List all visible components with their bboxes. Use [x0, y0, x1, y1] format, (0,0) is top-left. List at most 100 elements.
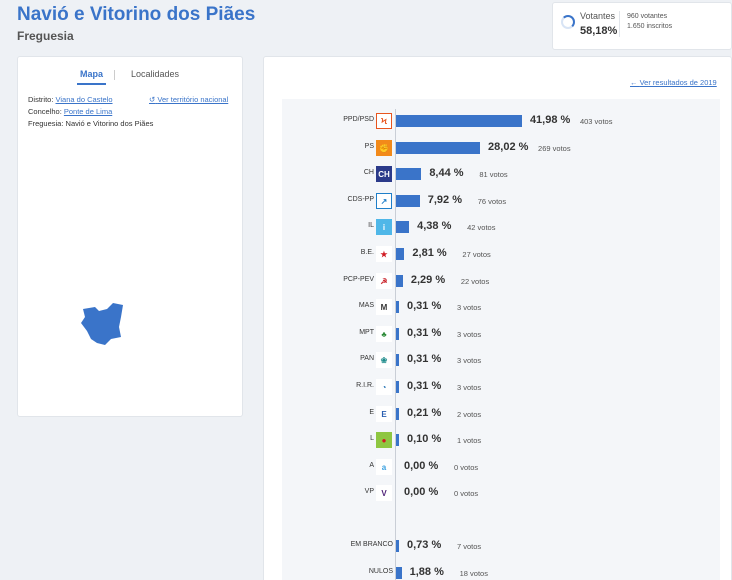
arrow-left-icon: ← [630, 78, 638, 87]
results-axis [395, 109, 396, 580]
turnout-card: Votantes 58,18% 960 votantes 1.650 inscr… [552, 2, 732, 50]
parish-map[interactable] [81, 303, 125, 345]
party-name: VP [364, 488, 374, 496]
result-percent: 28,02 % [488, 140, 529, 153]
results-panel: ← Ver resultados de 2019 PPD/PSD Ϟ 41,98 %… [263, 56, 732, 580]
party-row[interactable]: B.E. ★ 2,81 % 27 votos [264, 244, 732, 264]
result-percent: 0,21 % [407, 406, 442, 419]
result-bar [396, 221, 410, 234]
district-line: Distrito: Viana do Castelo [28, 95, 113, 104]
party-name: PS [364, 142, 374, 150]
party-row[interactable]: PPD/PSD Ϟ 41,98 % 403 votos [264, 111, 732, 131]
pan-logo-icon: ❀ [376, 352, 392, 369]
result-percent: 0,00 % [404, 459, 439, 472]
results-chart [282, 99, 720, 580]
party-row[interactable]: CH CH 8,44 % 81 votos [264, 164, 732, 184]
party-name: EM BRANCO [350, 541, 393, 548]
result-percent: 1,88 % [409, 565, 444, 578]
result-votes: 269 votos [538, 143, 571, 153]
undo-icon: ↺ [149, 95, 156, 104]
mas-logo-icon: M [376, 299, 392, 316]
party-row[interactable]: MPT ♣ 0,31 % 3 votos [264, 324, 732, 344]
ch-logo-icon: CH [376, 166, 392, 183]
party-row[interactable]: CDS-PP ↗ 7,92 % 76 votos [264, 191, 732, 211]
parish-value: Navió e Vitorino dos Piães [65, 119, 154, 128]
result-percent: 0,31 % [407, 353, 442, 366]
party-name: MPT [359, 328, 374, 336]
result-percent: 0,73 % [407, 539, 442, 551]
council-link[interactable]: Ponte de Lima [63, 107, 113, 116]
party-name: IL [368, 222, 374, 230]
party-name: PCP-PEV [343, 275, 374, 283]
result-percent: 2,29 % [410, 273, 446, 286]
result-bar [396, 141, 481, 154]
result-bar [396, 115, 522, 127]
party-name: MAS [358, 302, 374, 310]
party-row[interactable]: IL i 4,38 % 42 votos [264, 217, 732, 237]
party-name: PPD/PSD [343, 116, 374, 123]
result-votes: 3 votos [457, 383, 482, 392]
turnout-progress-icon [561, 15, 575, 29]
result-percent: 0,10 % [407, 433, 442, 446]
result-bar [396, 566, 402, 579]
mpt-logo-icon: ♣ [376, 325, 392, 342]
page-subtitle: Freguesia [17, 29, 74, 43]
turnout-registered: 1.650 inscritos [627, 23, 673, 30]
party-row[interactable]: PS ✊ 28,02 % 269 votos [264, 138, 732, 158]
result-votes: 76 votos [477, 196, 507, 206]
party-row[interactable]: PAN ❀ 0,31 % 3 votos [264, 350, 732, 370]
party-name: R.I.R. [356, 382, 374, 389]
result-bar [396, 540, 399, 552]
il-logo-icon: i [376, 219, 392, 236]
view-national-link[interactable]: ↺ Ver território nacional [149, 95, 228, 104]
livre-logo-icon: ● [376, 432, 392, 449]
party-row[interactable]: EM BRANCO 0,73 % 7 votos [264, 536, 732, 556]
cdu-logo-icon: ☭ [376, 272, 392, 289]
result-bar [396, 407, 399, 420]
result-votes: 1 votos [457, 436, 482, 446]
party-row[interactable]: R.I.R. ◔ 0,31 % 3 votos [264, 377, 732, 397]
result-votes: 3 votos [457, 329, 482, 339]
parish-label: Freguesia: [28, 119, 64, 128]
map-panel: Mapa Localidades ↺ Ver território nacion… [17, 56, 243, 417]
result-percent: 0,00 % [404, 486, 439, 499]
result-votes: 3 votos [457, 303, 482, 313]
be-logo-icon: ★ [376, 246, 392, 262]
tab-mapa[interactable]: Mapa [76, 69, 107, 85]
result-votes: 22 votos [460, 276, 490, 286]
party-row[interactable]: PCP-PEV ☭ 2,29 % 22 votos [264, 271, 732, 291]
result-bar [396, 381, 399, 393]
result-votes: 0 votos [454, 489, 479, 499]
result-votes: 2 votos [457, 409, 482, 419]
result-votes: 403 votos [579, 117, 613, 126]
result-votes: 0 votos [454, 462, 479, 472]
result-votes: 3 votos [457, 356, 482, 366]
view-national-label: Ver território nacional [157, 95, 229, 104]
previous-results-link[interactable]: ← Ver resultados de 2019 [630, 78, 717, 87]
party-row[interactable]: L ● 0,10 % 1 votos [264, 430, 732, 450]
result-bar [396, 248, 405, 260]
ps-logo-icon: ✊ [376, 139, 392, 156]
party-name: CH [363, 169, 374, 177]
party-row[interactable]: E E 0,21 % 2 votos [264, 404, 732, 424]
party-row[interactable]: VP V 0,00 % 0 votos [264, 483, 732, 503]
party-name: CDS-PP [347, 195, 374, 203]
turnout-divider [619, 11, 620, 37]
cds-logo-icon: ↗ [376, 192, 392, 209]
party-row[interactable]: MAS M 0,31 % 3 votos [264, 297, 732, 317]
result-percent: 7,92 % [427, 193, 462, 206]
party-name: PAN [360, 355, 374, 363]
tab-localidades[interactable]: Localidades [131, 69, 180, 79]
turnout-percent: 58,18% [580, 25, 618, 37]
result-percent: 0,31 % [407, 300, 442, 313]
council-line: Concelho: Ponte de Lima [28, 107, 112, 116]
result-percent: 41,98 % [529, 114, 571, 126]
result-bar [396, 354, 399, 367]
result-votes: 42 votos [467, 223, 496, 233]
result-percent: 2,81 % [412, 247, 447, 259]
party-row[interactable]: NULOS 1,88 % 18 votos [264, 563, 732, 580]
turnout-voters: 960 votantes [627, 13, 668, 20]
district-link[interactable]: Viana do Castelo [55, 95, 113, 104]
parish-line: Freguesia: Navió e Vitorino dos Piães [28, 119, 153, 128]
